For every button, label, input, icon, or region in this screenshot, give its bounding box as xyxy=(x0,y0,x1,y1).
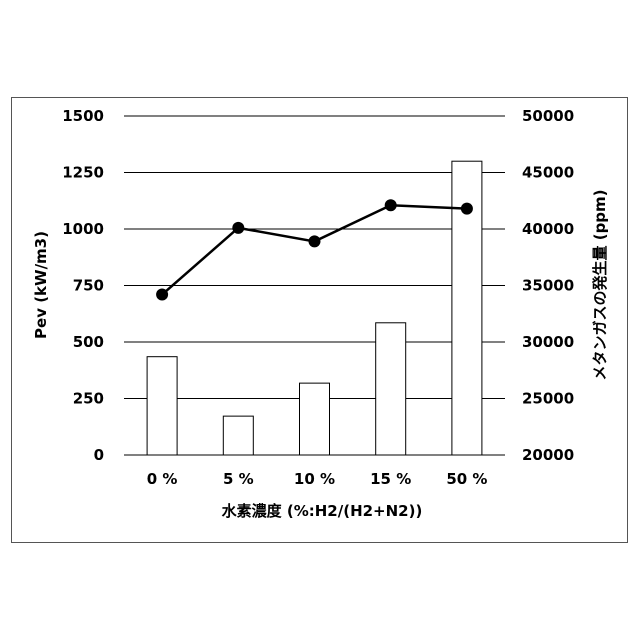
bar-series xyxy=(147,161,482,455)
line-point xyxy=(309,235,321,247)
right-tick-label: 20000 xyxy=(522,446,574,464)
left-axis-title: Pev (kW/m3) xyxy=(32,231,50,339)
line-point xyxy=(156,289,168,301)
left-tick-label: 750 xyxy=(73,277,104,295)
x-tick-label: 50 % xyxy=(446,470,487,488)
bar xyxy=(300,383,330,455)
line-point xyxy=(461,203,473,215)
line-point xyxy=(385,199,397,211)
x-tick-label: 5 % xyxy=(223,470,254,488)
left-tick-label: 250 xyxy=(73,390,104,408)
right-tick-label: 30000 xyxy=(522,333,574,351)
left-tick-label: 1500 xyxy=(62,107,104,125)
right-tick-label: 25000 xyxy=(522,390,574,408)
right-tick-label: 45000 xyxy=(522,164,574,182)
left-tick-label: 500 xyxy=(73,333,104,351)
line-point xyxy=(232,222,244,234)
right-tick-label: 40000 xyxy=(522,220,574,238)
series-line xyxy=(162,205,467,294)
x-tick-label: 0 % xyxy=(147,470,178,488)
x-tick-label: 10 % xyxy=(294,470,335,488)
left-tick-label: 1250 xyxy=(62,164,104,182)
bar xyxy=(376,323,406,455)
right-axis-title: メタンガスの発生量 (ppm) xyxy=(591,189,609,380)
right-tick-label: 50000 xyxy=(522,107,574,125)
left-tick-label: 1000 xyxy=(62,220,104,238)
right-tick-label: 35000 xyxy=(522,277,574,295)
x-axis-title: 水素濃度 (%:H2/(H2+N2)) xyxy=(222,502,423,520)
bar xyxy=(147,357,177,455)
x-tick-label: 15 % xyxy=(370,470,411,488)
left-tick-label: 0 xyxy=(94,446,104,464)
bar xyxy=(223,416,253,455)
